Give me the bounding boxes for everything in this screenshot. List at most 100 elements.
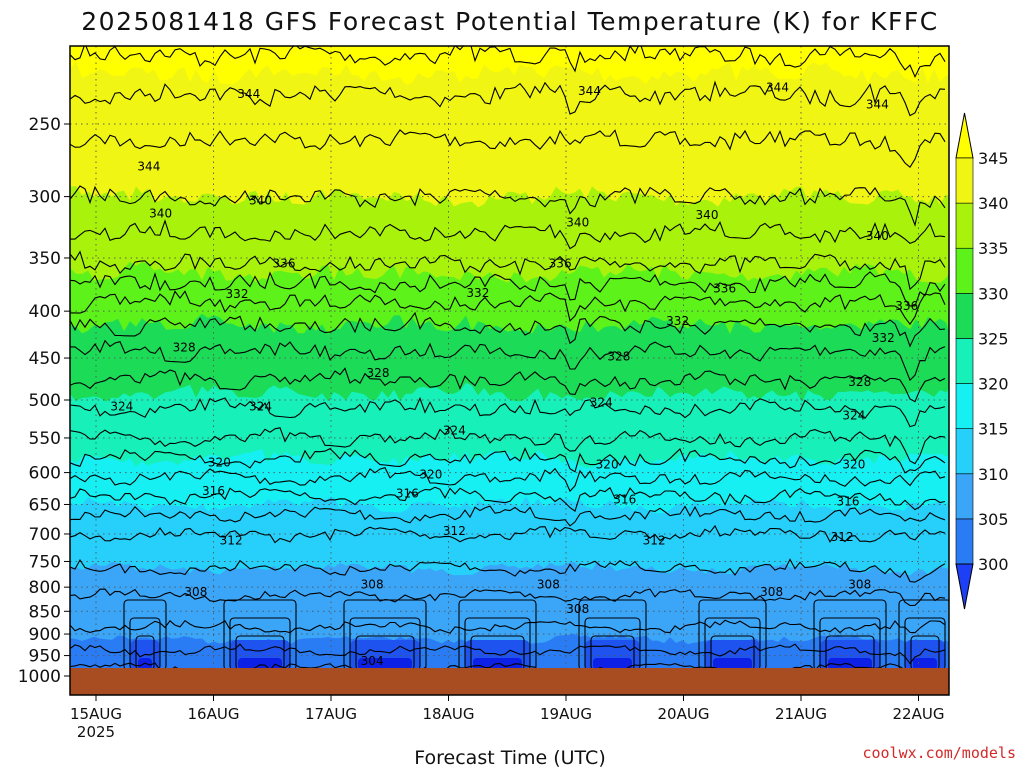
contour-label: 320 — [596, 458, 619, 472]
x-tick-label: 20AUG — [658, 705, 710, 723]
contour-label: 328 — [173, 340, 196, 354]
surface-cell-core — [238, 658, 282, 670]
contour-322 — [70, 426, 946, 465]
x-tick-label: 18AUG — [423, 705, 475, 723]
contour-label: 324 — [590, 395, 613, 409]
y-tick-label: 950 — [29, 647, 61, 667]
y-tick-label: 400 — [29, 302, 61, 322]
contour-label: 312 — [831, 530, 854, 544]
contour-label: 312 — [443, 524, 466, 538]
colorbar-band-335 — [955, 202, 974, 249]
y-tick-label: 350 — [29, 249, 61, 269]
x-axis-label: Forecast Time (UTC) — [414, 747, 605, 768]
colorbar-label: 345 — [978, 149, 1009, 168]
contour-308 — [70, 588, 946, 607]
colorbar-label: 315 — [978, 420, 1009, 439]
contour-label: 308 — [848, 578, 871, 592]
y-tick-label: 800 — [29, 578, 61, 598]
surface-cell-core — [913, 658, 937, 670]
contour-346 — [70, 46, 946, 79]
contour-label: 340 — [149, 206, 172, 220]
contour-label: 312 — [220, 534, 243, 548]
y-tick-label: 1000 — [18, 667, 61, 687]
contour-342 — [70, 129, 946, 169]
x-tick-label: 22AUG — [893, 705, 945, 723]
contour-label: 316 — [396, 486, 419, 500]
y-tick-label: 300 — [29, 188, 61, 208]
contour-label: 336 — [549, 257, 572, 271]
contour-306 — [70, 619, 946, 634]
y-tick-label: 850 — [29, 602, 61, 622]
colorbar-band-305 — [955, 473, 974, 520]
contour-label: 312 — [643, 534, 666, 548]
contour-344 — [70, 80, 946, 117]
contour-label: 316 — [613, 493, 636, 507]
x-tick-label: 16AUG — [188, 705, 240, 723]
y-tick-label: 900 — [29, 625, 61, 645]
contour-label: 308 — [361, 578, 384, 592]
contour-328 — [70, 339, 946, 382]
contour-324 — [70, 396, 946, 428]
contour-label: 320 — [842, 458, 865, 472]
y-tick-label: 500 — [29, 391, 61, 411]
colorbar-extend-top — [955, 112, 974, 159]
contour-label: 344 — [137, 159, 160, 173]
colorbar-band-330 — [955, 247, 974, 294]
colorbar-extend-bottom — [955, 563, 974, 610]
colorbar-label: 325 — [978, 329, 1009, 348]
colorbar-band-340 — [955, 157, 974, 204]
x-tick-label: 15AUG — [70, 705, 122, 723]
y-tick-label: 750 — [29, 552, 61, 572]
contour-label: 328 — [848, 375, 871, 389]
chart-title: 2025081418 GFS Forecast Potential Temper… — [81, 7, 938, 36]
contour-label: 308 — [184, 585, 207, 599]
contour-label: 320 — [419, 468, 442, 482]
colorbar-label: 320 — [978, 375, 1009, 394]
contour-320 — [70, 447, 946, 474]
y-tick-label: 250 — [29, 115, 61, 135]
contour-label: 320 — [208, 456, 231, 470]
contour-label: 332 — [466, 286, 489, 300]
contour-316 — [70, 486, 946, 512]
contour-label: 332 — [226, 287, 249, 301]
contour-310 — [70, 558, 946, 583]
contour-304 — [70, 643, 946, 665]
contour-label: 324 — [443, 424, 466, 438]
contour-336 — [70, 250, 946, 291]
contour-label: 336 — [273, 257, 296, 271]
credit-text: coolwx.com/models — [862, 744, 1016, 762]
contour-label: 344 — [866, 97, 889, 111]
colorbar-band-310 — [955, 428, 974, 475]
contour-314 — [70, 505, 946, 527]
contour-326 — [70, 367, 946, 403]
contour-label: 332 — [666, 314, 689, 328]
contour-label: 316 — [837, 494, 860, 508]
contour-label: 336 — [895, 299, 918, 313]
colorbar-label: 305 — [978, 510, 1009, 529]
y-tick-label: 450 — [29, 349, 61, 369]
surface-cell-core — [713, 658, 752, 670]
x-year-label: 2025 — [77, 723, 115, 741]
colorbar-band-300 — [955, 518, 974, 565]
contour-label: 308 — [537, 578, 560, 592]
surface-cell-core — [593, 658, 632, 670]
contour-label: 344 — [766, 80, 789, 94]
y-tick-label: 650 — [29, 495, 61, 515]
contour-label: 308 — [760, 585, 783, 599]
contour-330 — [70, 311, 946, 348]
contour-340 — [70, 185, 946, 227]
colorbar-band-315 — [955, 383, 974, 429]
contour-332 — [70, 290, 946, 326]
y-tick-label: 600 — [29, 464, 61, 484]
contour-label: 340 — [249, 194, 272, 208]
colorbar-band-325 — [955, 293, 974, 339]
contour-label: 344 — [578, 84, 601, 98]
colorbar-label: 310 — [978, 465, 1009, 484]
y-tick-label: 550 — [29, 429, 61, 449]
contour-label: 308 — [566, 602, 589, 616]
contour-label: 344 — [237, 87, 260, 101]
y-tick-label: 700 — [29, 525, 61, 545]
contour-label: 340 — [866, 229, 889, 243]
surface-cell-core — [138, 658, 152, 670]
contour-338 — [70, 219, 946, 250]
